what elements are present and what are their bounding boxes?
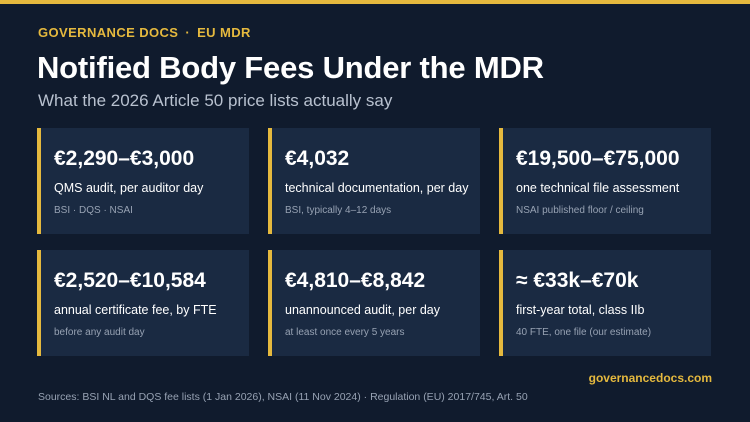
fee-card-unannounced-audit: €4,810–€8,842 unannounced audit, per day…: [268, 250, 480, 356]
page-subtitle: What the 2026 Article 50 price lists act…: [38, 91, 393, 110]
fee-note: at least once every 5 years: [285, 327, 405, 338]
fee-card-first-year-total: ≈ €33k–€70k first-year total, class IIb …: [499, 250, 711, 356]
page-title: Notified Body Fees Under the MDR: [37, 50, 544, 85]
site-link[interactable]: governancedocs.com: [588, 371, 712, 385]
fee-note: 40 FTE, one file (our estimate): [516, 327, 652, 338]
fee-description: QMS audit, per auditor day: [54, 181, 204, 195]
fee-note: BSI, typically 4–12 days: [285, 205, 392, 216]
fee-value: €19,500–€75,000: [516, 147, 680, 170]
fee-value: ≈ €33k–€70k: [516, 269, 639, 292]
eyebrow-brand: GOVERNANCE DOCS: [38, 25, 179, 40]
sources-footnote: Sources: BSI NL and DQS fee lists (1 Jan…: [38, 391, 528, 403]
eyebrow-topic: EU MDR: [197, 25, 251, 40]
fee-value: €2,520–€10,584: [54, 269, 206, 292]
eyebrow-separator: ·: [185, 25, 191, 40]
fee-value: €4,032: [285, 147, 350, 170]
fee-value: €2,290–€3,000: [54, 147, 195, 170]
fee-description: first-year total, class IIb: [516, 303, 645, 317]
fee-card-annual-certificate: €2,520–€10,584 annual certificate fee, b…: [37, 250, 249, 356]
fee-note: NSAI published floor / ceiling: [516, 205, 644, 216]
fee-card-qms-audit: €2,290–€3,000 QMS audit, per auditor day…: [37, 128, 249, 234]
fee-value: €4,810–€8,842: [285, 269, 426, 292]
fee-description: technical documentation, per day: [285, 181, 469, 195]
fee-note: before any audit day: [54, 327, 145, 338]
fee-card-technical-file: €19,500–€75,000 one technical file asses…: [499, 128, 711, 234]
top-accent-bar: [0, 0, 750, 4]
fee-description: one technical file assessment: [516, 181, 680, 195]
fee-note: BSI · DQS · NSAI: [54, 205, 133, 216]
fee-card-technical-documentation: €4,032 technical documentation, per day …: [268, 128, 480, 234]
eyebrow: GOVERNANCE DOCS · EU MDR: [38, 25, 251, 40]
fee-description: annual certificate fee, by FTE: [54, 303, 217, 317]
fee-description: unannounced audit, per day: [285, 303, 440, 317]
